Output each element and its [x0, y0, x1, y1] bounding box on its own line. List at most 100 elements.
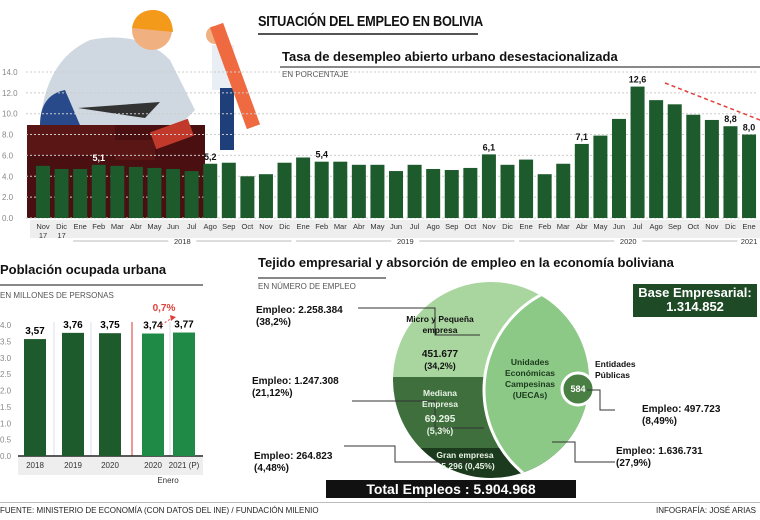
bar [704, 119, 719, 218]
business-chart-subtitle: EN NÚMERO DE EMPLEO [258, 282, 356, 291]
x-tick-label: 17 [39, 231, 47, 240]
x-tick-label: 2018 [26, 461, 44, 470]
x-tick-label: Sep [445, 222, 458, 231]
y-tick-label: 1.0 [0, 419, 12, 428]
bar [147, 167, 162, 218]
x-tick-label: Abr [576, 222, 588, 231]
bar [667, 104, 682, 218]
x-tick-label: Abr [130, 222, 142, 231]
bar [426, 168, 441, 218]
bar [537, 174, 552, 218]
bar [221, 162, 236, 218]
ueca-employment: Empleo: 1.636.731 (27,9%) [616, 446, 703, 470]
x-tick-label: Sep [222, 222, 235, 231]
base-label: Base Empresarial: [638, 285, 752, 300]
bar [277, 162, 292, 218]
bar [519, 159, 534, 218]
bar [240, 176, 255, 218]
x-tick-label: Feb [538, 222, 551, 231]
divider [0, 284, 203, 286]
ueca-empleo: Empleo: 1.636.731 [616, 446, 703, 457]
source-text: FUENTE: MINISTERIO DE ECONOMÍA (CON DATO… [0, 506, 319, 515]
y-tick-label: 6.0 [2, 151, 14, 160]
x-tick-label: Ago [649, 222, 662, 231]
page-title: SITUACIÓN DEL EMPLEO EN BOLIVIA [258, 13, 483, 30]
y-tick-label: 12.0 [2, 89, 18, 98]
bar [686, 114, 701, 218]
entidades-name-line: Públicas [595, 370, 630, 380]
gran-empleo: Empleo: 264.823 [254, 451, 333, 462]
y-tick-label: 3.0 [0, 354, 12, 363]
entidades-employment: Empleo: 497.723 (8,49%) [642, 404, 720, 428]
mediana-empleo: Empleo: 1.247.308 [252, 376, 339, 387]
y-tick-label: 2.0 [2, 193, 14, 202]
business-chart-title: Tejido empresarial y absorción de empleo… [258, 255, 674, 270]
bar [351, 164, 366, 218]
bar [142, 333, 164, 456]
gran-value: 5.296 (0,45%) [441, 461, 495, 471]
bar [333, 161, 348, 218]
x-tick-label: Oct [465, 222, 478, 231]
bar [444, 170, 459, 218]
bar [463, 167, 478, 218]
unemployment-bar-chart: 0.02.04.06.08.010.012.014.0Nov17Dic17Ene… [2, 68, 760, 246]
micro-value: 451.677 [422, 349, 459, 360]
x-tick-label: Nov [705, 222, 719, 231]
workers-illustration [27, 10, 261, 218]
year-label: 2020 [620, 237, 637, 246]
x-tick-label: Jul [187, 222, 197, 231]
bar [73, 168, 88, 218]
x-tick-label: May [593, 222, 607, 231]
x-tick-label: Nov [259, 222, 273, 231]
bar [556, 163, 571, 218]
y-tick-label: 2.5 [0, 370, 12, 379]
bar [593, 135, 608, 218]
x-tick-label: 2020 [101, 461, 119, 470]
x-tick-label: Abr [353, 222, 365, 231]
arrow-head-icon [170, 315, 176, 321]
data-label: 6,1 [483, 142, 496, 152]
x-tick-label: Ene [296, 222, 309, 231]
x-tick-label: Sep [668, 222, 681, 231]
micro-name-2: empresa [423, 325, 458, 335]
x-tick-label: 17 [57, 231, 65, 240]
y-tick-label: 8.0 [2, 131, 14, 140]
bar [166, 168, 181, 218]
bar [24, 339, 46, 456]
ueca-empleo-pct: (27,9%) [616, 458, 652, 469]
x-tick-label: May [370, 222, 384, 231]
bar [128, 166, 143, 218]
data-label: 5,4 [315, 150, 328, 160]
bar [296, 157, 311, 218]
data-label: 5,1 [92, 153, 105, 163]
x-tick-label: Feb [315, 222, 328, 231]
bar [611, 118, 626, 218]
x-tick-label: Jul [633, 222, 643, 231]
bar [389, 171, 404, 218]
x-tick-label: Dic [56, 222, 67, 231]
x-tick-label: Mar [334, 222, 347, 231]
data-label: 3,77 [174, 320, 194, 331]
bar [481, 154, 496, 218]
y-tick-label: 2.0 [0, 387, 12, 396]
micro-empleo: Empleo: 2.258.384 [256, 305, 343, 316]
y-tick-label: 1.5 [0, 403, 12, 412]
x-tick-label: Ago [204, 222, 217, 231]
bar [54, 168, 69, 218]
x-tick-label: Ago [427, 222, 440, 231]
x-tick-label: 2020 [144, 461, 162, 470]
y-tick-label: 14.0 [2, 68, 18, 77]
population-bar-chart: 0.0 0.5 1.0 1.5 2.0 2.5 3.0 3.5 4.0 3,57 2018 3,76 2… [0, 303, 203, 485]
population-chart-subtitle: EN MILLONES DE PERSONAS [0, 291, 114, 300]
trend-line [664, 82, 760, 121]
mediana-value: 69.295 [425, 414, 456, 425]
bar [203, 163, 218, 218]
divider [280, 66, 760, 68]
mediana-name-2: Empresa [422, 399, 458, 409]
entidades-value: 584 [570, 384, 585, 394]
x-tick-label: Feb [92, 222, 105, 231]
title-underline [258, 33, 478, 35]
x-tick-label: Mar [111, 222, 124, 231]
y-tick-label: 0.5 [0, 436, 12, 445]
